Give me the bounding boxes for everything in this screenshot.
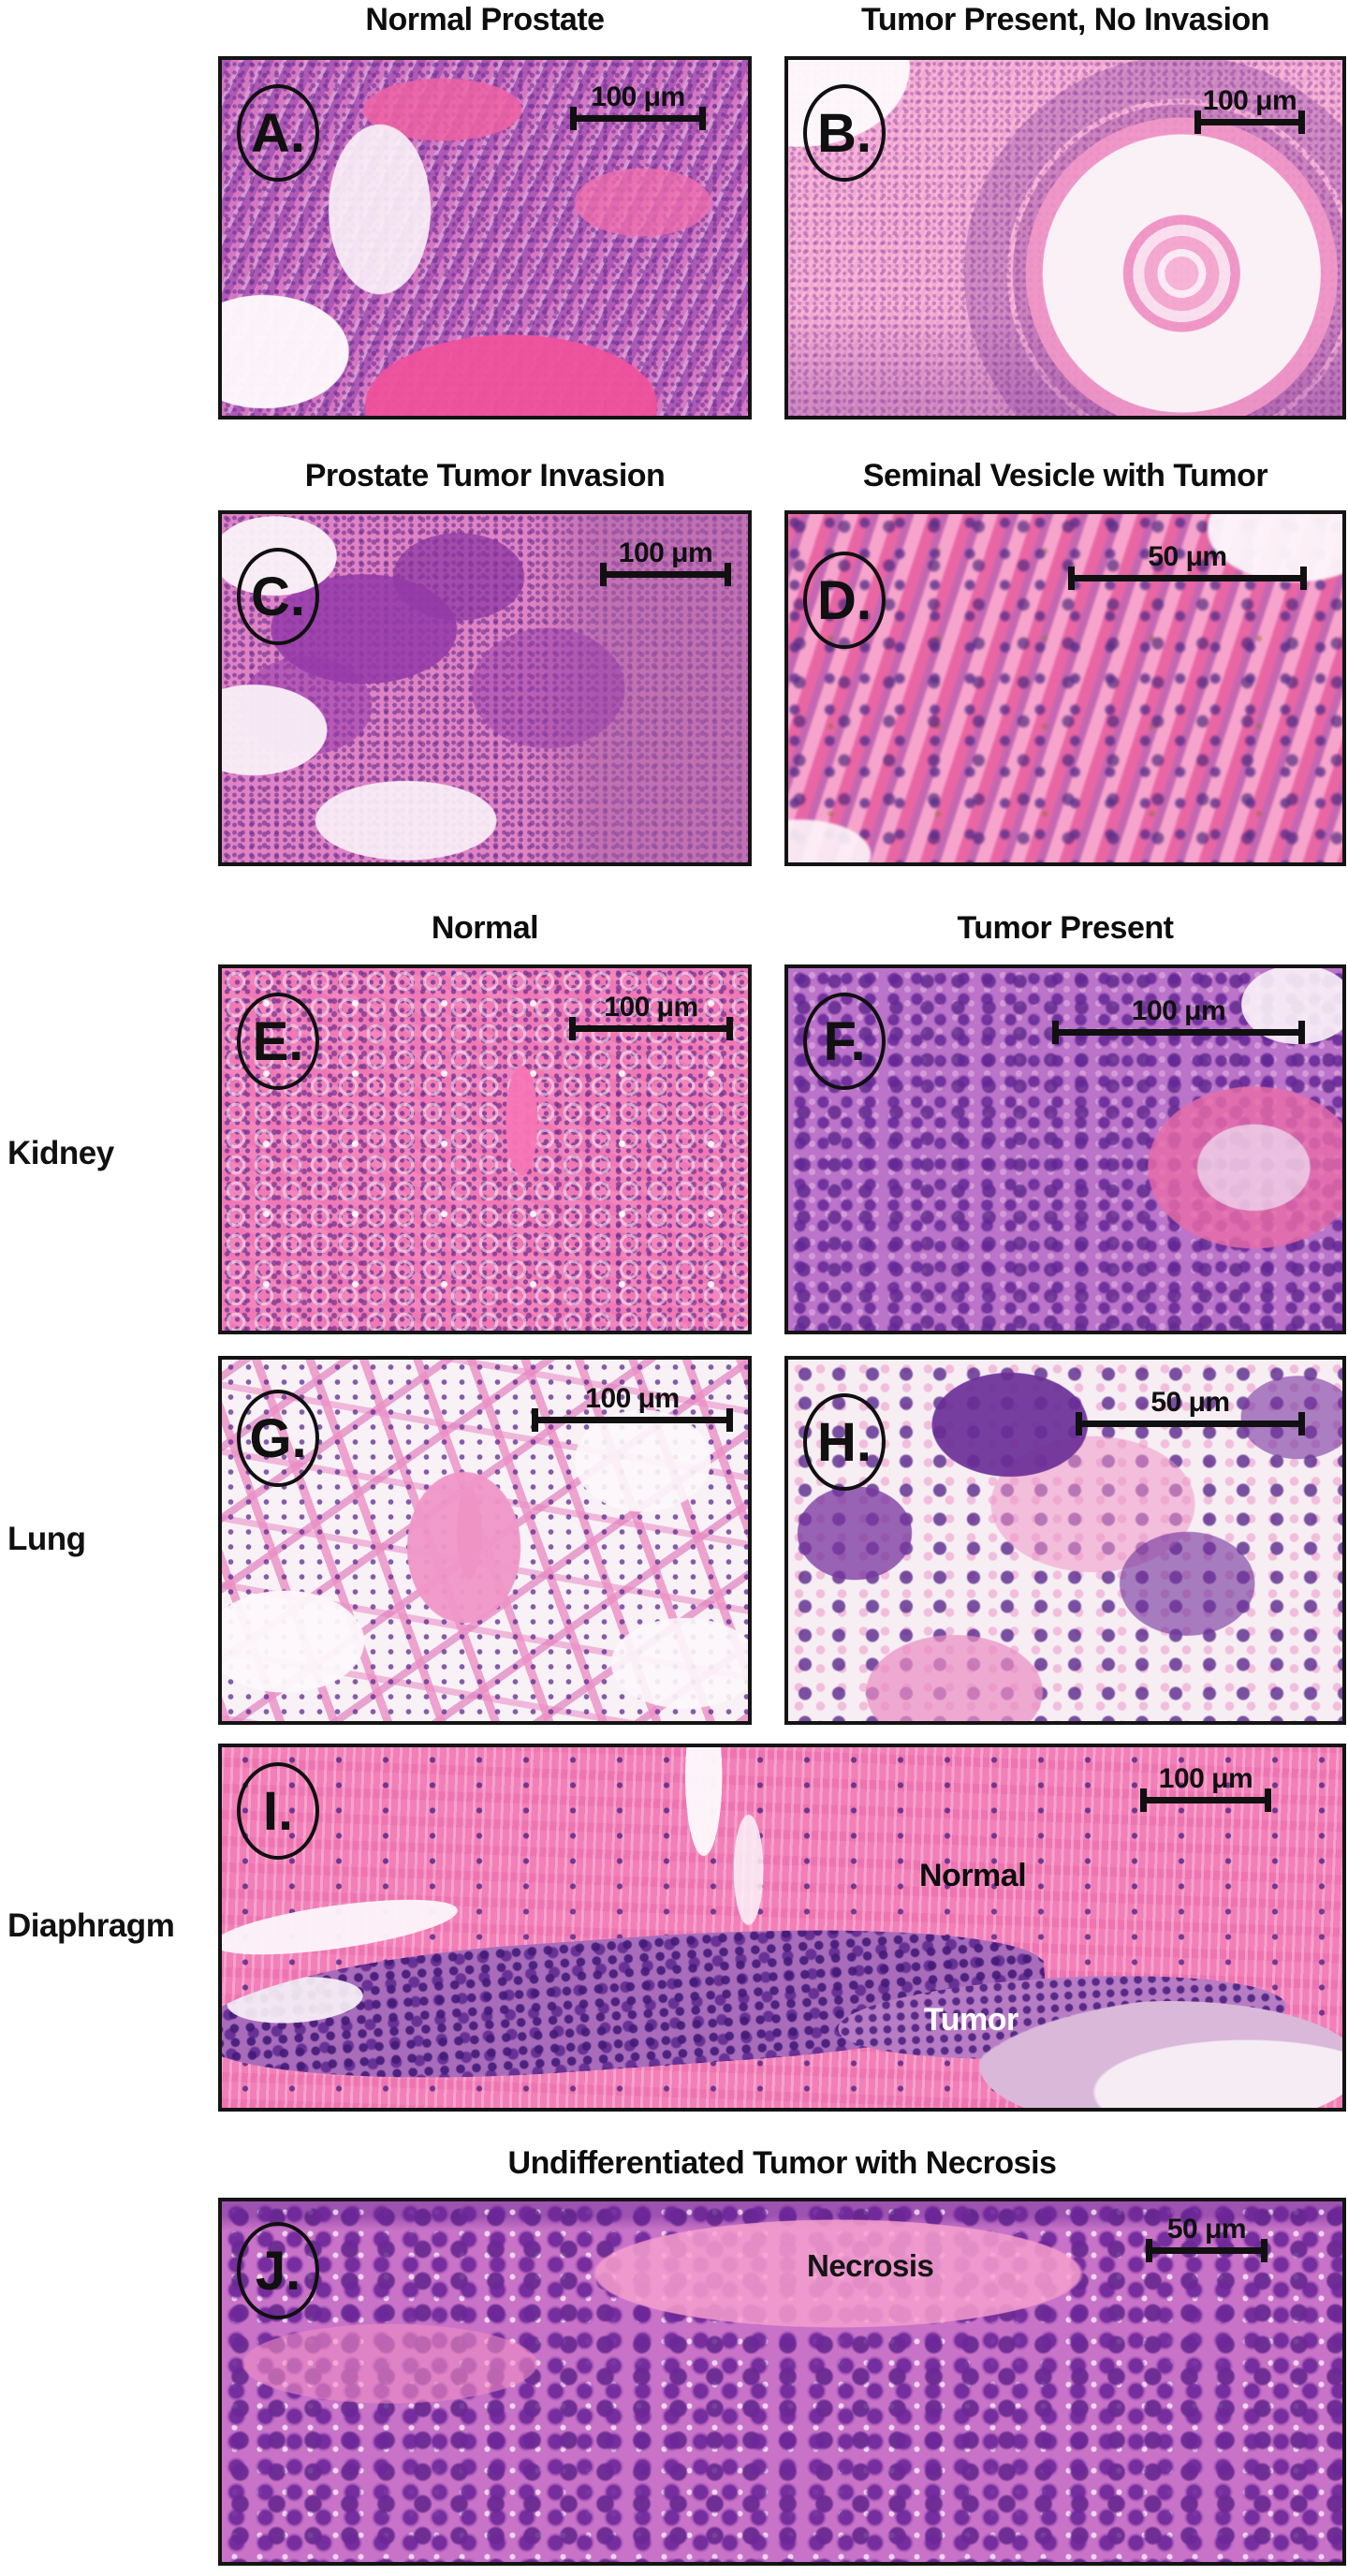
panel-c-scale-line [600, 562, 731, 586]
panel-i-scale-line [1140, 1788, 1271, 1812]
panel-a-scale-line [570, 106, 706, 130]
panel-j-letter: J. [255, 2240, 301, 2302]
panel-c-letter: C. [251, 566, 305, 627]
panel-c-scale-label: 100 μm [618, 537, 713, 568]
column-title-prostate-invasion: Prostate Tumor Invasion [304, 458, 666, 493]
row-label-lung: Lung [7, 1521, 86, 1557]
panel-g-letter-badge: G. [237, 1390, 319, 1487]
panel-a-letter: A. [251, 102, 305, 164]
panel-j-scale-label: 50 μm [1166, 2214, 1247, 2245]
panel-g-scale-bar: 100 μm [532, 1383, 733, 1432]
panel-d-scale-bar: 50 μm [1068, 541, 1307, 590]
panel-h-letter-badge: H. [803, 1393, 886, 1491]
panel-g: G. 100 μm [218, 1356, 752, 1725]
panel-h-scale-line [1076, 1411, 1305, 1435]
panel-j-scale-bar: 50 μm [1146, 2214, 1267, 2262]
column-title-seminal-vesicle: Seminal Vesicle with Tumor [862, 458, 1268, 493]
panel-b-letter: B. [817, 102, 872, 164]
panel-e-scale-label: 100 μm [604, 992, 698, 1023]
panel-a-scale-label: 100 μm [591, 81, 685, 112]
column-title-tumor-no-invasion: Tumor Present, No Invasion [860, 2, 1270, 37]
panel-d-scale-label: 50 μm [1148, 541, 1227, 572]
panel-d-letter-badge: D. [803, 552, 886, 649]
panel-g-letter: G. [249, 1407, 307, 1469]
panel-d-scale-line [1068, 566, 1307, 590]
panel-f-scale-label: 100 μm [1131, 995, 1226, 1026]
panel-b-letter-badge: B. [803, 84, 886, 182]
column-title-normal-prostate: Normal Prostate [365, 2, 605, 37]
panel-f: F. 100 μm [784, 964, 1346, 1334]
panel-d-letter: D. [817, 569, 872, 631]
panel-j-letter-badge: J. [237, 2222, 319, 2319]
panel-f-letter-badge: F. [803, 993, 886, 1090]
panel-j-scale-line [1146, 2238, 1267, 2262]
column-title-undifferentiated-tumor: Undifferentiated Tumor with Necrosis [507, 2145, 1057, 2181]
panel-h-scale-label: 50 μm [1150, 1387, 1230, 1418]
column-title-tumor-present: Tumor Present [957, 910, 1174, 946]
panel-i-annotation-tumor: Tumor [924, 2002, 1018, 2038]
panel-e: E. 100 μm [218, 964, 752, 1334]
panel-f-scale-line [1052, 1020, 1305, 1044]
panel-e-letter: E. [252, 1010, 304, 1072]
panel-i-letter-badge: I. [237, 1762, 319, 1860]
panel-e-scale-bar: 100 μm [569, 992, 733, 1040]
panel-b-scale-bar: 100 μm [1194, 85, 1305, 134]
panel-i-scale-bar: 100 μm [1140, 1763, 1271, 1812]
panel-e-letter-badge: E. [237, 993, 319, 1090]
panel-b: B. 100 μm [784, 56, 1346, 420]
panel-e-scale-line [569, 1016, 733, 1040]
panel-j: J. 50 μm Necrosis [218, 2198, 1346, 2566]
panel-c-letter-badge: C. [237, 548, 319, 645]
panel-f-scale-bar: 100 μm [1052, 995, 1305, 1044]
panel-a-letter-badge: A. [237, 84, 319, 182]
panel-g-scale-line [532, 1407, 733, 1432]
panel-h: H. 50 μm [784, 1356, 1346, 1725]
row-label-diaphragm: Diaphragm [7, 1907, 175, 1944]
panel-h-letter: H. [817, 1411, 872, 1473]
row-label-kidney: Kidney [7, 1135, 114, 1171]
panel-a: A. 100 μm [218, 56, 752, 420]
panel-d: D. 50 μm [784, 510, 1346, 866]
panel-i-annotation-normal: Normal [919, 1858, 1027, 1893]
panel-f-letter: F. [823, 1010, 866, 1072]
panel-c-micrograph [222, 514, 748, 862]
panel-g-scale-label: 100 μm [585, 1383, 680, 1414]
panel-i-scale-label: 100 μm [1158, 1763, 1253, 1794]
panel-j-micrograph [222, 2201, 1342, 2562]
panel-j-annotation-necrosis: Necrosis [807, 2248, 934, 2283]
panel-c-scale-bar: 100 μm [600, 537, 731, 586]
panel-d-micrograph [788, 514, 1342, 862]
panel-b-scale-line [1194, 110, 1305, 134]
panel-h-scale-bar: 50 μm [1076, 1387, 1305, 1435]
panel-i-pale-region [980, 2001, 1342, 2108]
panel-b-scale-label: 100 μm [1202, 85, 1297, 116]
panel-c: C. 100 μm [218, 510, 752, 866]
column-title-normal: Normal [431, 910, 539, 946]
panel-a-scale-bar: 100 μm [570, 81, 706, 130]
panel-i: I. 100 μm Normal Tumor [218, 1744, 1346, 2112]
panel-i-letter: I. [262, 1780, 294, 1842]
